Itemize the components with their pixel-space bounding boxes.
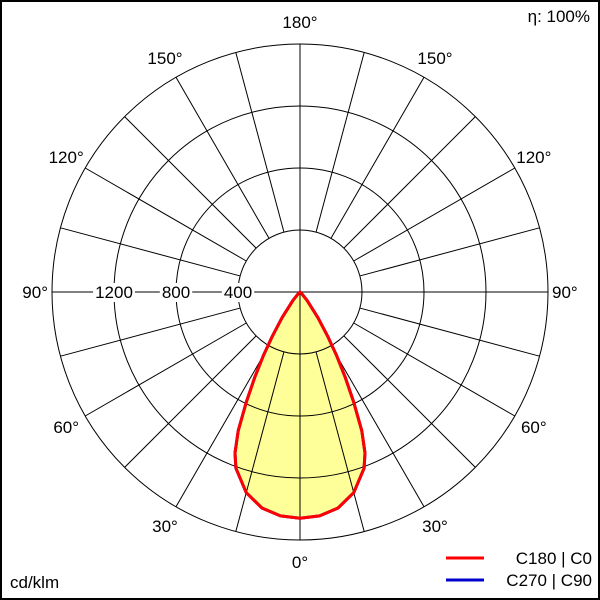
- grid-spoke: [235, 351, 285, 532]
- angle-label: 90°: [552, 283, 578, 302]
- grid-spoke: [343, 335, 476, 468]
- radial-tick-label: 400: [224, 283, 252, 302]
- grid-spoke: [330, 345, 425, 508]
- grid-spoke: [359, 227, 540, 277]
- radial-tick-label-bg: [93, 283, 135, 302]
- angle-label: 0°: [292, 553, 308, 572]
- grid-spoke: [175, 345, 270, 508]
- angle-label: 120°: [49, 148, 84, 167]
- grid-spoke: [343, 116, 476, 249]
- legend-label: C180 | C0: [516, 549, 592, 568]
- radial-tick-label: 800: [162, 283, 190, 302]
- efficiency-label: η: 100%: [528, 7, 590, 26]
- angle-label: 180°: [282, 13, 317, 32]
- grid-spoke: [315, 351, 365, 532]
- grid-spoke: [330, 76, 425, 239]
- angle-label: 120°: [516, 148, 551, 167]
- grid-spoke: [235, 52, 285, 233]
- angle-label: 90°: [22, 283, 48, 302]
- grid-spoke: [60, 227, 241, 277]
- grid-spoke: [175, 76, 270, 239]
- grid-spoke: [353, 167, 516, 262]
- legend-label: C270 | C90: [506, 571, 592, 590]
- angle-label: 30°: [422, 517, 448, 536]
- grid-spoke: [359, 307, 540, 357]
- angle-label: 30°: [152, 517, 178, 536]
- grid-spoke: [84, 322, 247, 417]
- radial-tick-label-bg: [221, 283, 255, 302]
- radial-tick-label-bg: [159, 283, 193, 302]
- angle-label: 150°: [147, 49, 182, 68]
- series-curve-1: [233, 290, 367, 520]
- angle-label: 60°: [521, 418, 547, 437]
- grid-spoke: [60, 307, 241, 357]
- unit-label: cd/klm: [10, 573, 59, 592]
- grid-spoke: [124, 116, 257, 249]
- grid-spoke: [84, 167, 247, 262]
- angle-label: 60°: [53, 418, 79, 437]
- radial-tick-label: 1200: [95, 283, 133, 302]
- angle-label: 150°: [417, 49, 452, 68]
- grid-spoke: [124, 335, 257, 468]
- grid-spoke: [315, 52, 365, 233]
- grid-spoke: [353, 322, 516, 417]
